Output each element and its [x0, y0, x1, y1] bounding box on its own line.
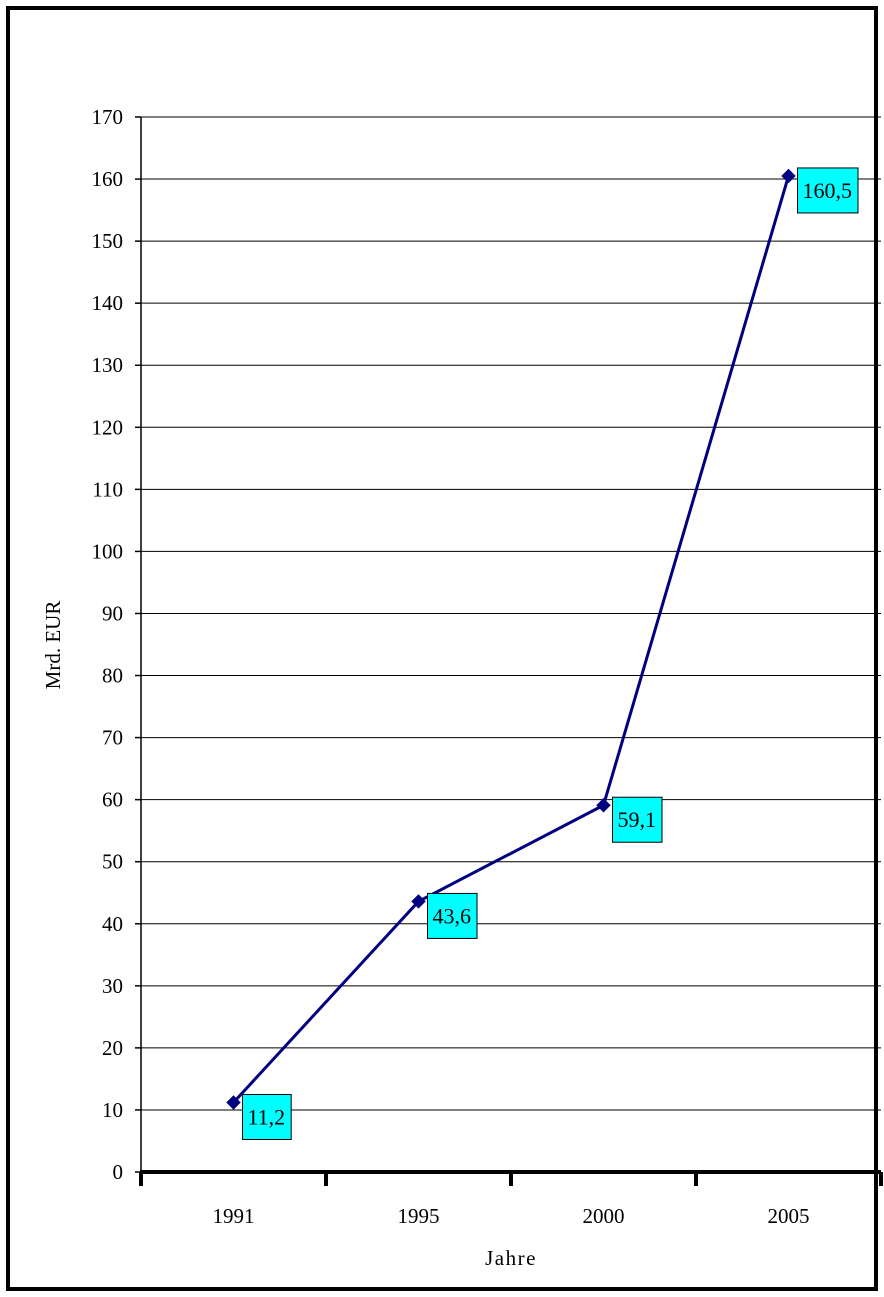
data-point-1991 — [226, 1095, 241, 1110]
series-line — [232, 175, 790, 1104]
data-label-box — [427, 892, 478, 939]
data-labels: 11,2 43,6 59,1 160,5 — [242, 167, 859, 1140]
y-tick-label: 90 — [102, 601, 123, 625]
data-label-box — [242, 1093, 292, 1140]
y-tick-label: 10 — [102, 1098, 123, 1122]
y-tick-label: 20 — [102, 1036, 123, 1060]
data-point-2005 — [781, 168, 796, 184]
data-label-text: 59,1 — [618, 807, 657, 832]
data-point-1995 — [411, 894, 426, 909]
y-tick-label: 30 — [102, 974, 123, 998]
gridlines — [141, 116, 881, 1111]
y-tick-label: 60 — [102, 788, 123, 812]
data-point-2000 — [596, 798, 611, 813]
data-label-2005: 160,5 — [797, 167, 859, 214]
y-axis-title: Mrd. EUR — [41, 601, 65, 690]
y-tick-label: 140 — [92, 291, 124, 315]
y-tick-label: 40 — [102, 912, 123, 936]
y-tick-label: 150 — [92, 229, 124, 253]
y-tick-label: 70 — [102, 726, 123, 750]
y-tick-label: 80 — [102, 664, 123, 688]
y-tick-label: 160 — [92, 167, 124, 191]
x-tick-label-1991: 1991 — [213, 1204, 255, 1228]
y-tick-label: 0 — [113, 1160, 124, 1184]
x-tick-label-2000: 2000 — [583, 1204, 625, 1228]
y-tick-label: 100 — [92, 539, 124, 563]
data-label-box — [797, 167, 859, 214]
data-label-text: 43,6 — [433, 903, 472, 928]
y-tick-label: 170 — [92, 105, 124, 129]
chart-frame — [6, 6, 878, 1291]
x-tick-label-1995: 1995 — [398, 1204, 440, 1228]
series — [226, 168, 796, 1110]
axes: 0 10 20 30 40 50 60 70 80 90 100 110 120 130 140 150 160… — [92, 105, 883, 1228]
y-tick-label: 110 — [92, 477, 123, 501]
data-label-box — [612, 796, 663, 843]
y-tick-label: 120 — [92, 415, 124, 439]
data-label-1995: 43,6 — [427, 892, 478, 939]
x-axis-title: Jahre — [485, 1246, 537, 1270]
y-tick-label: 50 — [102, 850, 123, 874]
x-tick-label-2005: 2005 — [768, 1204, 810, 1228]
data-label-text: 160,5 — [803, 178, 853, 203]
data-label-2000: 59,1 — [612, 796, 663, 843]
data-label-text: 11,2 — [248, 1104, 286, 1129]
data-label-1991: 11,2 — [242, 1093, 292, 1140]
y-tick-label: 130 — [92, 353, 124, 377]
